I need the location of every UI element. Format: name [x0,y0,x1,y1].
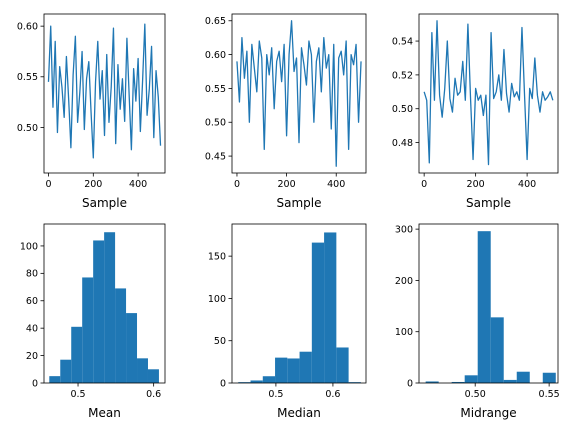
histogram-bar [104,232,116,383]
y-tick-label: 0.45 [205,151,226,162]
y-tick-label: 0.52 [392,70,413,81]
axes-frame [418,13,559,174]
x-tick-label: 200 [467,179,485,190]
histogram-bar [336,347,349,383]
y-tick-label: 0.48 [392,138,413,149]
y-tick-label: 0.60 [205,50,226,61]
histogram-bar [299,351,312,383]
y-tick-label: 0.54 [392,36,413,47]
x-tick-label: 400 [129,179,147,190]
x-tick-label: 0.50 [465,389,486,400]
series-line-1 [47,23,162,159]
subplot-6: 0.50 0.55 0 100 200 300 Midrange [395,223,560,420]
axes-frame [43,13,166,174]
histogram-bar [147,369,159,383]
y-tick-label: 0 [32,378,38,389]
axes-frame [231,223,367,384]
series-line-1 [423,20,554,166]
x-tick-label: 400 [518,179,536,190]
y-tick-label: 0 [220,378,226,389]
histogram-bar [542,372,556,383]
axes-frame [43,223,166,384]
subplot-3: 0 200 400 0.48 0.50 0.52 0.54 Sample [392,13,559,210]
x-axis-label: Mean [88,406,121,420]
x-tick-label: 0.5 [268,389,283,400]
x-tick-label: 0.6 [325,389,340,400]
histogram-bar [238,382,251,383]
histogram-bar [115,288,127,383]
y-tick-label: 100 [208,294,226,305]
histogram-bar [82,277,94,383]
axes-frame [418,223,559,384]
histogram-bar [503,379,517,383]
y-tick-label: 80 [26,269,38,280]
y-tick-label: 50 [214,336,226,347]
histogram-bar [287,358,300,383]
axes-frame [231,13,367,174]
y-tick-label: 0.50 [17,123,38,134]
y-tick-label: 60 [26,296,38,307]
histogram-bar [425,381,439,383]
subplot-5: 0.5 0.6 0 50 100 150 Median [208,223,367,420]
x-tick-label: 0 [234,179,240,190]
x-tick-label: 400 [327,179,345,190]
x-tick-label: 0.55 [539,389,560,400]
histogram-bar [262,376,276,383]
y-tick-label: 0.65 [205,16,226,27]
histogram-bar [93,240,105,383]
x-axis-label: Midrange [460,406,516,420]
y-tick-label: 0.55 [205,84,226,95]
series-line-1 [236,20,362,167]
histogram-bar [250,380,263,383]
x-tick-label: 200 [278,179,296,190]
histogram-bar [126,313,138,383]
x-tick-label: 0 [45,179,51,190]
y-tick-label: 150 [208,252,226,263]
subplot-2: 0 200 400 0.45 0.50 0.55 0.60 0.65 Sample [205,13,367,210]
histogram-bar [49,376,61,383]
x-axis-label: Sample [82,196,127,210]
y-tick-label: 20 [26,351,38,362]
histogram-bar [516,371,530,383]
y-tick-label: 200 [395,276,413,287]
histogram-bar [490,317,504,383]
y-tick-label: 0.50 [205,118,226,129]
x-axis-label: Median [277,406,321,420]
histogram-bar [451,381,465,383]
x-axis-label: Sample [277,196,322,210]
x-tick-label: 0 [421,179,427,190]
histogram-bar [137,358,148,383]
y-tick-label: 100 [20,241,38,252]
y-tick-label: 0.55 [17,72,38,83]
histogram-bar [60,359,72,383]
y-tick-label: 0.50 [392,104,413,115]
y-tick-label: 300 [395,225,413,236]
x-tick-label: 0.6 [146,389,161,400]
y-tick-label: 100 [395,327,413,338]
histogram-bar [275,357,288,383]
histogram-bar [348,382,361,383]
x-tick-label: 0.5 [70,389,85,400]
y-tick-label: 0.60 [17,22,38,33]
histogram-bar [464,375,478,383]
y-tick-label: 0 [407,378,413,389]
histogram-bar [477,231,491,383]
histogram-bar [71,326,83,383]
subplot-1: 0 200 400 0.50 0.55 0.60 Sample [17,13,166,210]
subplot-4: 0.5 0.6 0 20 40 60 80 100 Mean [20,223,166,420]
y-tick-label: 40 [26,324,38,335]
histogram-bar [311,242,325,383]
x-tick-label: 200 [84,179,102,190]
histogram-bar [324,232,337,383]
x-axis-label: Sample [466,196,511,210]
